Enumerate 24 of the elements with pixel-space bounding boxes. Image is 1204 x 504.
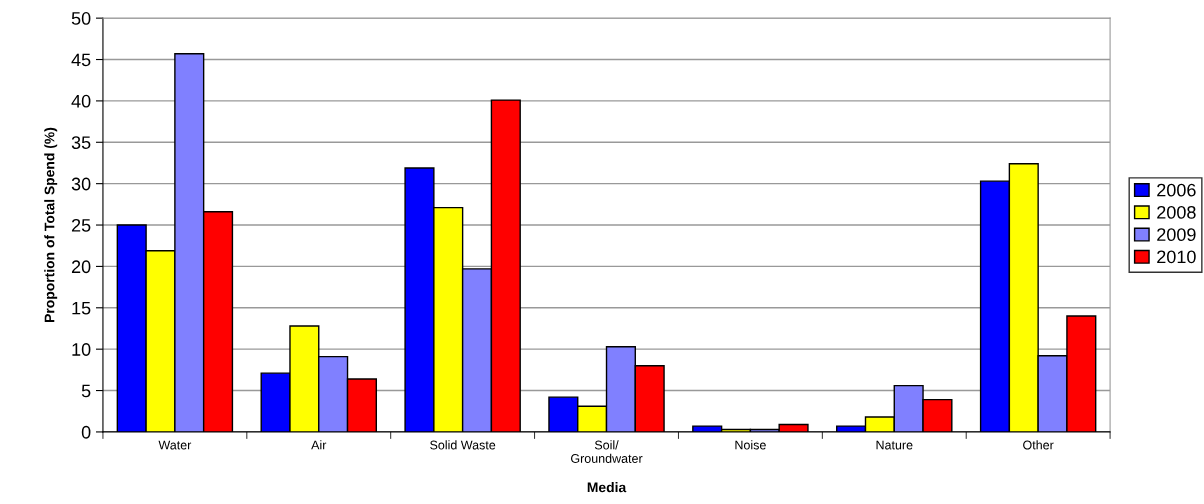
y-axis-title: Proportion of Total Spend (%) (44, 127, 58, 322)
y-tick-label: 15 (72, 301, 91, 315)
y-tick-label: 10 (72, 343, 91, 356)
legend-label: 2010 (1157, 250, 1196, 264)
x-tick-label: Soil/ Groundwater (571, 440, 643, 463)
x-tick-label: Noise (735, 440, 766, 450)
y-tick-label: 0 (81, 425, 91, 439)
y-tick-label: 35 (71, 136, 91, 149)
y-tick-label: 5 (81, 384, 91, 398)
x-tick-label: Water (158, 440, 192, 450)
y-tick-label: 50 (71, 12, 91, 25)
legend-label: 2006 (1157, 183, 1196, 197)
x-axis-title: Media (587, 482, 627, 493)
x-tick-label: Other (1023, 440, 1054, 450)
x-tick-label: Air (311, 440, 327, 450)
y-tick-label: 30 (71, 177, 91, 191)
y-tick-label: 40 (71, 94, 91, 108)
y-tick-label: 20 (71, 260, 91, 274)
x-tick-label: Nature (876, 440, 913, 450)
y-tick-label: 45 (71, 53, 91, 67)
y-tick-label: 25 (71, 218, 91, 232)
x-tick-label: Solid Waste (430, 440, 496, 450)
legend-label: 2008 (1157, 205, 1196, 219)
legend-label: 2009 (1157, 228, 1196, 242)
